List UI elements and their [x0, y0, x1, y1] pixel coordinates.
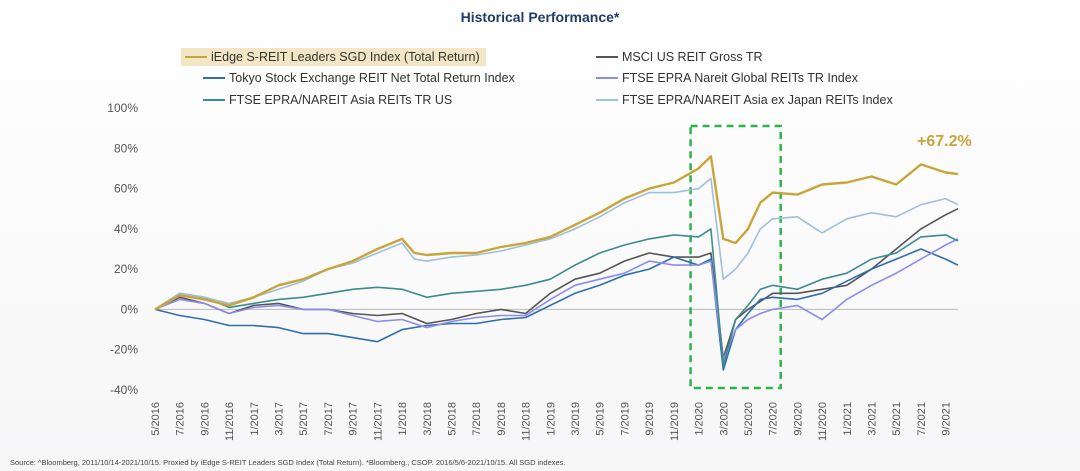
x-tick-label: 1/2017 — [249, 402, 261, 436]
legend-item-ftse-asia-ex-japan: FTSE EPRA/NAREIT Asia ex Japan REITs Ind… — [596, 91, 893, 109]
x-tick-label: 7/2019 — [619, 402, 631, 436]
legend-item-tokyo: Tokyo Stock Exchange REIT Net Total Retu… — [203, 69, 515, 87]
legend-item-iedge: iEdge S-REIT Leaders SGD Index (Total Re… — [181, 48, 486, 66]
legend-item-ftse-global: FTSE EPRA Nareit Global REITs TR Index — [596, 69, 858, 87]
y-tick-label: 100% — [107, 101, 138, 115]
y-tick-label: 80% — [114, 141, 138, 155]
x-tick-label: 11/2020 — [817, 402, 829, 441]
x-tick-label: 5/2021 — [891, 402, 903, 436]
x-tick-label: 3/2019 — [570, 402, 582, 436]
y-tick-label: 60% — [114, 182, 138, 196]
return-callout: +67.2% — [917, 133, 972, 150]
y-tick-label: -20% — [110, 343, 138, 357]
series-line-0 — [154, 155, 959, 311]
x-tick-label: 3/2017 — [274, 402, 286, 436]
x-tick-label: 5/2020 — [743, 402, 755, 436]
x-tick-label: 11/2016 — [224, 402, 236, 441]
x-tick-label: 9/2019 — [644, 402, 656, 436]
x-tick-label: 7/2021 — [916, 402, 928, 436]
x-tick-label: 1/2021 — [842, 402, 854, 436]
legend-swatch-icon — [596, 77, 618, 79]
legend-item-msci-us: MSCI US REIT Gross TR — [596, 48, 763, 66]
x-tick-label: 9/2021 — [941, 402, 953, 436]
y-tick-label: -40% — [110, 383, 138, 397]
x-tick-label: 3/2021 — [867, 402, 879, 436]
x-tick-label: 9/2020 — [792, 402, 804, 436]
legend-label: FTSE EPRA/NAREIT Asia ex Japan REITs Ind… — [622, 93, 893, 107]
x-tick-label: 5/2019 — [595, 402, 607, 436]
y-tick-label: 20% — [114, 262, 138, 276]
x-tick-label: 7/2020 — [768, 402, 780, 436]
legend-item-ftse-asia: FTSE EPRA/NAREIT Asia REITs TR US — [203, 91, 452, 109]
legend-swatch-icon — [185, 56, 207, 58]
y-tick-label: 0% — [121, 302, 139, 316]
x-tick-label: 1/2020 — [694, 402, 706, 436]
x-tick-label: 7/2017 — [323, 402, 335, 436]
x-tick-label: 3/2018 — [422, 402, 434, 436]
legend-label: FTSE EPRA/NAREIT Asia REITs TR US — [229, 93, 453, 107]
legend-label: iEdge S-REIT Leaders SGD Index (Total Re… — [211, 50, 480, 64]
x-tick-label: 3/2020 — [718, 402, 730, 436]
source-note: Source: ^Bloomberg, 2011/10/14-2021/10/1… — [10, 458, 566, 467]
x-tick-label: 5/2017 — [298, 402, 310, 436]
x-tick-label: 5/2018 — [446, 402, 458, 436]
legend-swatch-icon — [203, 77, 225, 79]
legend-label: MSCI US REIT Gross TR — [622, 50, 763, 64]
series-line-4 — [154, 228, 959, 367]
series-line-1 — [154, 207, 959, 359]
page-title: Historical Performance* — [460, 9, 620, 25]
x-tick-label: 9/2018 — [496, 402, 508, 436]
x-tick-label: 9/2016 — [199, 402, 211, 436]
x-tick-label: 11/2018 — [521, 402, 533, 441]
legend-swatch-icon — [596, 56, 618, 58]
x-tick-label: 7/2016 — [175, 402, 187, 436]
legend-swatch-icon — [596, 99, 618, 101]
series-line-5 — [154, 177, 959, 311]
x-tick-label: 5/2016 — [150, 402, 162, 436]
series-line-3 — [154, 238, 959, 361]
legend-label: Tokyo Stock Exchange REIT Net Total Retu… — [229, 71, 515, 85]
x-tick-label: 11/2017 — [372, 402, 384, 441]
x-tick-label: 9/2017 — [348, 402, 360, 436]
y-tick-label: 40% — [114, 222, 138, 236]
x-tick-label: 11/2019 — [669, 402, 681, 441]
legend-label: FTSE EPRA Nareit Global REITs TR Index — [622, 71, 858, 85]
legend-swatch-icon — [203, 99, 225, 101]
x-tick-label: 1/2018 — [397, 402, 409, 436]
series-line-2 — [154, 248, 959, 371]
x-tick-label: 7/2018 — [471, 402, 483, 436]
x-tick-label: 1/2019 — [545, 402, 557, 436]
highlight-box — [689, 124, 782, 390]
